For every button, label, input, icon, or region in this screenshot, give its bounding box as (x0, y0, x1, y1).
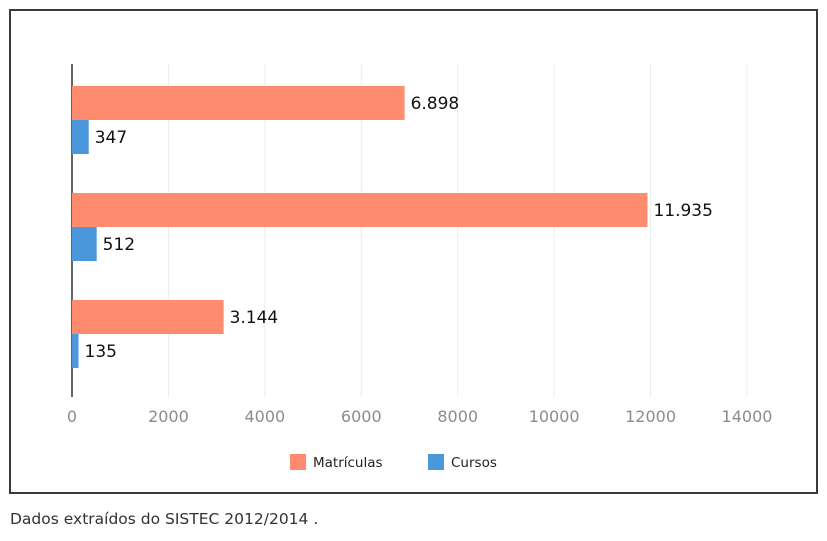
legend: Matrículas Cursos (290, 454, 497, 471)
data-labels: 6.898 11.935 3.144 347 512 135 (85, 94, 713, 362)
x-axis-ticks: 0 2000 4000 6000 8000 10000 12000 14000 (67, 407, 773, 426)
data-label-matriculas: 3.144 (230, 308, 279, 328)
data-label-cursos: 512 (103, 235, 135, 255)
data-label-matriculas: 6.898 (411, 94, 460, 114)
bars (72, 86, 648, 368)
data-label-cursos: 135 (85, 342, 117, 362)
x-tick-label: 4000 (244, 407, 285, 426)
bar-cursos (72, 334, 79, 368)
bar-matriculas (72, 86, 405, 120)
legend-swatch-cursos (428, 454, 444, 470)
bar-matriculas (72, 300, 224, 334)
x-tick-label: 8000 (437, 407, 478, 426)
x-tick-label: 2000 (148, 407, 189, 426)
bar-matriculas (72, 193, 648, 227)
bar-cursos (72, 120, 89, 154)
legend-label-matriculas: Matrículas (313, 455, 383, 471)
chart-frame: 6.898 11.935 3.144 347 512 135 0 2000 4000 6000 8… (9, 9, 818, 494)
data-label-cursos: 347 (95, 128, 127, 148)
legend-label-cursos: Cursos (451, 455, 497, 471)
x-tick-label: 12000 (625, 407, 676, 426)
x-tick-label: 0 (67, 407, 77, 426)
bar-cursos (72, 227, 97, 261)
x-tick-label: 6000 (341, 407, 382, 426)
bar-chart: 6.898 11.935 3.144 347 512 135 0 2000 4000 6000 8… (67, 64, 773, 471)
legend-swatch-matriculas (290, 454, 306, 470)
x-tick-label: 10000 (529, 407, 580, 426)
data-label-matriculas: 11.935 (653, 201, 712, 221)
chart-caption: Dados extraídos do SISTEC 2012/2014 . (10, 510, 319, 528)
x-tick-label: 14000 (722, 407, 773, 426)
